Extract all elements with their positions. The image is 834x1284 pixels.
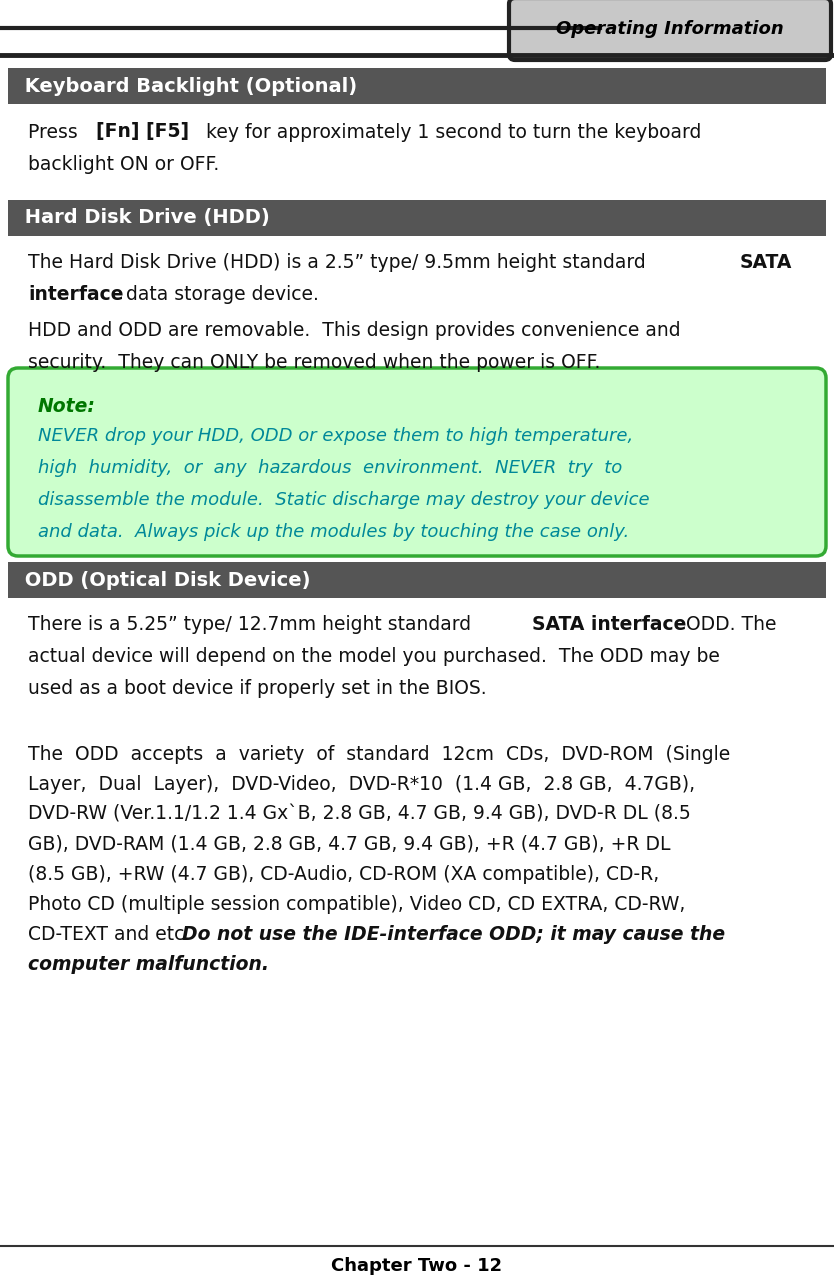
Text: Layer,  Dual  Layer),  DVD-Video,  DVD-R*10  (1.4 GB,  2.8 GB,  4.7GB),: Layer, Dual Layer), DVD-Video, DVD-R*10 …: [28, 774, 695, 794]
Text: security.  They can ONLY be removed when the power is OFF.: security. They can ONLY be removed when …: [28, 353, 600, 371]
Text: key for approximately 1 second to turn the keyboard: key for approximately 1 second to turn t…: [200, 122, 701, 141]
Text: actual device will depend on the model you purchased.  The ODD may be: actual device will depend on the model y…: [28, 647, 720, 666]
Text: data storage device.: data storage device.: [120, 285, 319, 303]
Text: Press: Press: [28, 122, 90, 141]
Text: There is a 5.25” type/ 12.7mm height standard: There is a 5.25” type/ 12.7mm height sta…: [28, 615, 477, 634]
Text: used as a boot device if properly set in the BIOS.: used as a boot device if properly set in…: [28, 679, 486, 698]
Text: NEVER drop your HDD, ODD or expose them to high temperature,: NEVER drop your HDD, ODD or expose them …: [38, 428, 633, 446]
Text: Photo CD (multiple session compatible), Video CD, CD EXTRA, CD-RW,: Photo CD (multiple session compatible), …: [28, 895, 686, 913]
Text: [Fn] [F5]: [Fn] [F5]: [96, 122, 189, 141]
Text: disassemble the module.  Static discharge may destroy your device: disassemble the module. Static discharge…: [38, 490, 650, 508]
Text: interface: interface: [28, 285, 123, 303]
Text: backlight ON or OFF.: backlight ON or OFF.: [28, 154, 219, 173]
Text: DVD-RW (Ver.1.1/1.2 1.4 Gx`B, 2.8 GB, 4.7 GB, 9.4 GB), DVD-R DL (8.5: DVD-RW (Ver.1.1/1.2 1.4 Gx`B, 2.8 GB, 4.…: [28, 805, 691, 823]
Text: Note:: Note:: [38, 397, 96, 416]
Text: Keyboard Backlight (Optional): Keyboard Backlight (Optional): [18, 77, 357, 95]
Text: ODD (Optical Disk Device): ODD (Optical Disk Device): [18, 570, 310, 589]
FancyBboxPatch shape: [8, 200, 826, 236]
Text: high  humidity,  or  any  hazardous  environment.  NEVER  try  to: high humidity, or any hazardous environm…: [38, 458, 622, 476]
Text: (8.5 GB), +RW (4.7 GB), CD-Audio, CD-ROM (XA compatible), CD-R,: (8.5 GB), +RW (4.7 GB), CD-Audio, CD-ROM…: [28, 864, 659, 883]
FancyBboxPatch shape: [8, 369, 826, 556]
Text: HDD and ODD are removable.  This design provides convenience and: HDD and ODD are removable. This design p…: [28, 321, 681, 339]
Text: The Hard Disk Drive (HDD) is a 2.5” type/ 9.5mm height standard: The Hard Disk Drive (HDD) is a 2.5” type…: [28, 253, 651, 271]
Text: The  ODD  accepts  a  variety  of  standard  12cm  CDs,  DVD-ROM  (Single: The ODD accepts a variety of standard 12…: [28, 745, 731, 764]
Text: Chapter Two - 12: Chapter Two - 12: [331, 1257, 503, 1275]
Text: CD-TEXT and etc.: CD-TEXT and etc.: [28, 924, 196, 944]
Text: GB), DVD-RAM (1.4 GB, 2.8 GB, 4.7 GB, 9.4 GB), +R (4.7 GB), +R DL: GB), DVD-RAM (1.4 GB, 2.8 GB, 4.7 GB, 9.…: [28, 835, 671, 854]
Text: Do not use the IDE-interface ODD; it may cause the: Do not use the IDE-interface ODD; it may…: [182, 924, 725, 944]
Text: Hard Disk Drive (HDD): Hard Disk Drive (HDD): [18, 208, 269, 227]
Text: Operating Information: Operating Information: [556, 21, 784, 39]
Text: ODD. The: ODD. The: [680, 615, 776, 634]
FancyBboxPatch shape: [509, 0, 831, 60]
Text: SATA: SATA: [740, 253, 792, 271]
FancyBboxPatch shape: [8, 68, 826, 104]
FancyBboxPatch shape: [8, 562, 826, 598]
Text: SATA interface: SATA interface: [532, 615, 686, 634]
Text: and data.  Always pick up the modules by touching the case only.: and data. Always pick up the modules by …: [38, 523, 629, 541]
Text: computer malfunction.: computer malfunction.: [28, 954, 269, 973]
